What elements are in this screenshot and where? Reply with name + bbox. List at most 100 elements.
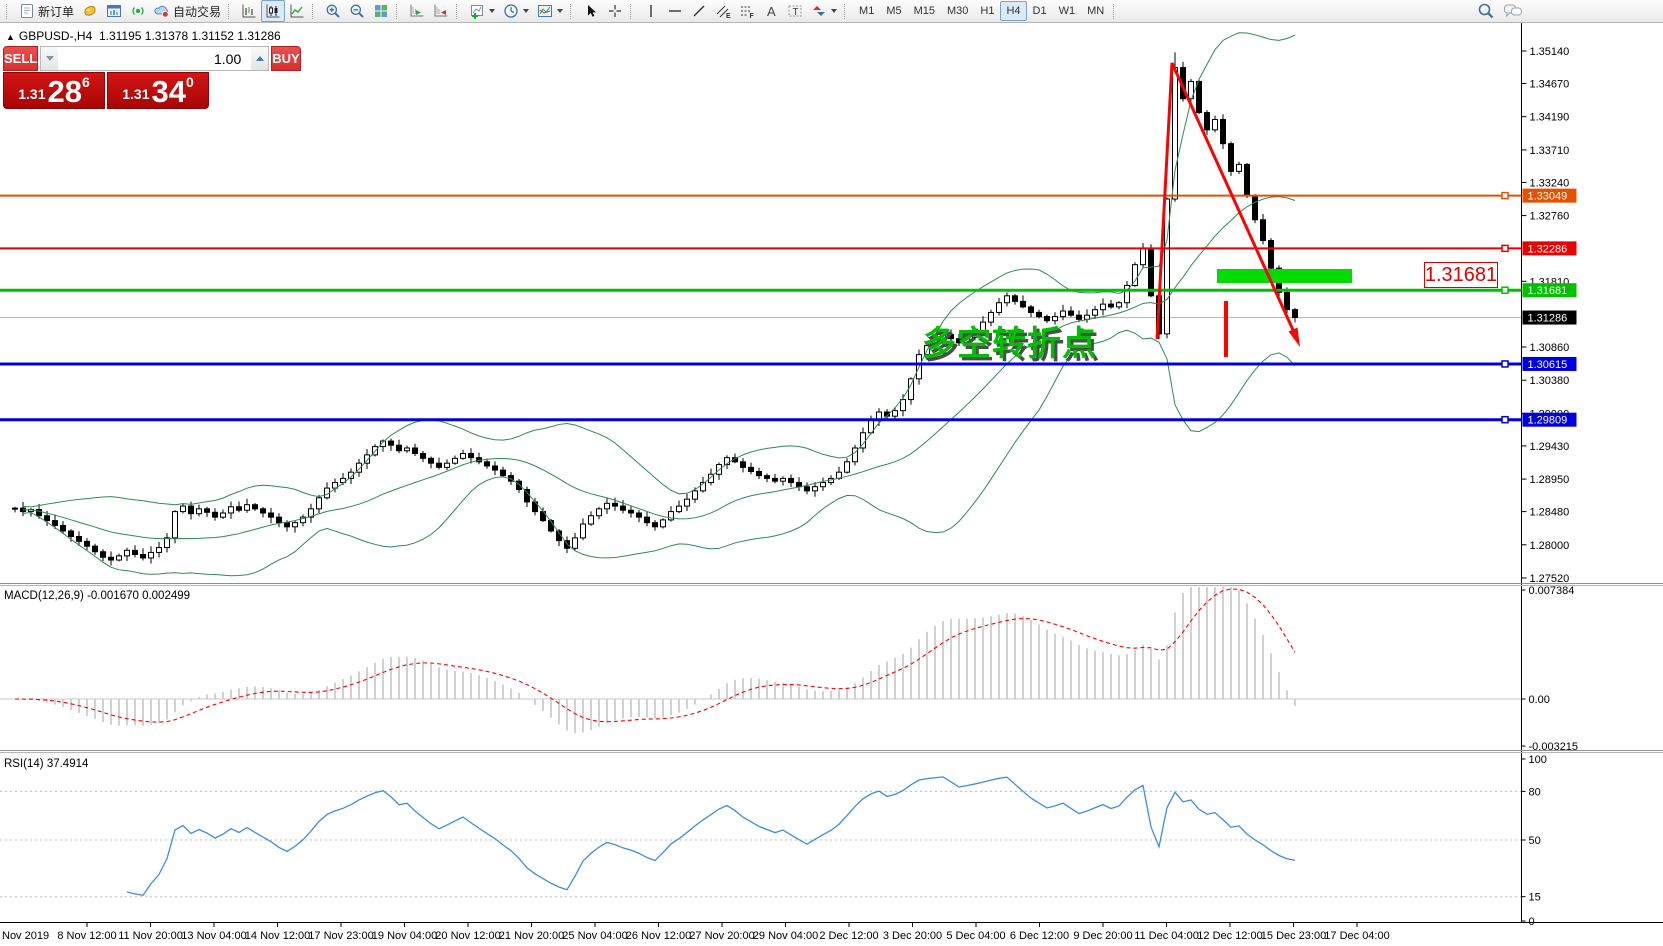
volume-input[interactable] bbox=[58, 47, 252, 70]
collapse-arrow-icon[interactable]: ▲ bbox=[6, 32, 15, 42]
terminal-button[interactable] bbox=[102, 0, 126, 22]
time-tick-label: 11 Nov 20:00 bbox=[118, 930, 183, 942]
candle-body bbox=[1284, 291, 1290, 311]
text-button[interactable]: A bbox=[759, 0, 783, 22]
autotrade-cloud-icon bbox=[154, 5, 169, 18]
sell-price-point: 6 bbox=[81, 74, 90, 90]
price-axis[interactable]: 1.35140 1.34670 1.34190 1.33710 1.33240 1.327… bbox=[1521, 23, 1579, 928]
timeframe-m1-button[interactable]: M1 bbox=[859, 5, 875, 17]
autotrade-button[interactable]: 自动交易 bbox=[150, 0, 225, 22]
candle-body bbox=[700, 482, 706, 492]
candle-body bbox=[500, 469, 506, 477]
candle-body bbox=[52, 520, 58, 526]
price-tick-label: 1.30380 bbox=[1530, 375, 1570, 387]
new-order-button[interactable]: 新订单 bbox=[15, 0, 78, 22]
hline-handle[interactable] bbox=[1501, 244, 1509, 253]
candle-body bbox=[300, 516, 306, 524]
trend-arrow-lines[interactable] bbox=[1155, 62, 1300, 342]
auto-scroll-icon bbox=[410, 4, 424, 17]
line-chart-button[interactable] bbox=[285, 0, 309, 22]
new-chart-button[interactable] bbox=[465, 0, 499, 22]
candle-body bbox=[428, 457, 434, 464]
timeframe-h1-button[interactable]: H1 bbox=[980, 5, 995, 17]
sell-price-pips: 28 bbox=[47, 74, 82, 109]
sell-price-display[interactable]: 1.31 28 6 bbox=[3, 72, 105, 109]
timeframe-m30-button[interactable]: M30 bbox=[947, 5, 969, 17]
timeframe-w1-button[interactable]: W1 bbox=[1058, 5, 1076, 17]
time-tick-label: 21 Nov 20:00 bbox=[499, 930, 564, 942]
equidistant-channel-button[interactable]: E bbox=[711, 0, 735, 22]
annotation-price-callout[interactable]: 1.31681 bbox=[1424, 262, 1498, 288]
dropdown-arrow-icon bbox=[557, 9, 564, 13]
buy-price-display[interactable]: 1.31 34 0 bbox=[107, 72, 209, 109]
cursor-icon bbox=[588, 5, 597, 17]
periods-button[interactable] bbox=[499, 0, 533, 22]
signals-button[interactable] bbox=[126, 0, 150, 22]
timeframe-mn-button[interactable]: MN bbox=[1087, 5, 1105, 17]
candlestick-chart-button[interactable] bbox=[261, 0, 286, 22]
hline-handle[interactable] bbox=[1501, 415, 1509, 424]
price-tick-label: 1.35140 bbox=[1530, 46, 1570, 58]
market-button[interactable] bbox=[78, 0, 102, 22]
candle-body bbox=[492, 465, 498, 471]
auto-scroll-button[interactable] bbox=[405, 0, 429, 22]
cursor-button[interactable] bbox=[579, 0, 603, 22]
fibonacci-button[interactable]: F bbox=[735, 0, 759, 22]
candle-body bbox=[1012, 295, 1018, 302]
timeframe-h4-button[interactable]: H4 bbox=[1000, 1, 1027, 21]
timeframe-d1-button[interactable]: D1 bbox=[1032, 5, 1047, 17]
trendline-button[interactable] bbox=[687, 0, 711, 22]
candle-body bbox=[1252, 195, 1258, 221]
sell-button[interactable]: SELL bbox=[3, 46, 39, 71]
tile-windows-button[interactable] bbox=[369, 0, 393, 22]
drawing-objects-layer bbox=[0, 62, 1522, 424]
volume-decrease-button[interactable] bbox=[41, 47, 59, 70]
rsi-tick-label: 15 bbox=[1529, 892, 1541, 904]
price-tick-label: 1.30860 bbox=[1530, 342, 1570, 354]
hline-handle[interactable] bbox=[1501, 360, 1509, 368]
zoom-out-button[interactable] bbox=[345, 0, 369, 22]
zoom-in-button[interactable] bbox=[321, 0, 345, 22]
timeframe-m5-button[interactable]: M5 bbox=[886, 5, 902, 17]
toolbar-drag-handle[interactable] bbox=[6, 3, 12, 19]
templates-button[interactable] bbox=[533, 0, 567, 22]
candle-body bbox=[988, 311, 994, 323]
rsi-label: RSI(14) 37.4914 bbox=[4, 758, 89, 770]
chart-shift-button[interactable] bbox=[429, 0, 453, 22]
chart-shift-icon bbox=[434, 4, 448, 17]
buy-price-handle: 1.31 bbox=[122, 86, 150, 102]
volume-increase-button[interactable] bbox=[251, 47, 269, 70]
candle-body bbox=[44, 515, 50, 522]
time-tick-label: 20 Nov 12:00 bbox=[435, 930, 500, 942]
annotation-turning-point[interactable]: 多空转折点 bbox=[922, 325, 1097, 363]
crosshair-button[interactable] bbox=[603, 0, 627, 22]
candle-body bbox=[468, 453, 474, 459]
bar-chart-button[interactable] bbox=[237, 0, 261, 22]
arrows-button[interactable] bbox=[807, 0, 841, 22]
candle-body bbox=[1196, 80, 1202, 114]
toolbar-separator bbox=[228, 3, 234, 19]
text-label-button[interactable]: T bbox=[783, 0, 807, 22]
chat-icon[interactable] bbox=[1503, 2, 1523, 20]
timeframe-m15-button[interactable]: M15 bbox=[913, 5, 935, 17]
axis-badge-1.29809-text: 1.29809 bbox=[1528, 415, 1568, 427]
main-toolbar: 新订单 自动交易 bbox=[0, 0, 1663, 23]
candle-body bbox=[76, 536, 82, 542]
horizontal-line-button[interactable] bbox=[663, 0, 687, 22]
candlestick-chart-icon bbox=[266, 4, 280, 18]
candle-body bbox=[1172, 67, 1178, 200]
buy-button[interactable]: BUY bbox=[271, 46, 301, 71]
candle-body bbox=[900, 399, 906, 412]
dropdown-arrow-icon bbox=[523, 9, 530, 13]
search-icon[interactable] bbox=[1477, 2, 1495, 20]
vertical-line-button[interactable] bbox=[639, 0, 663, 22]
annotation-green-zone[interactable] bbox=[1217, 269, 1352, 283]
candle-body bbox=[140, 553, 146, 559]
volume-control bbox=[40, 46, 270, 71]
hline-handle[interactable] bbox=[1501, 286, 1509, 294]
time-tick-label: 2 Dec 12:00 bbox=[819, 930, 878, 942]
price-chart-canvas[interactable]: MACD(12,26,9) -0.001670 0.002499 RSI(14)… bbox=[0, 23, 1663, 946]
hline-handle[interactable] bbox=[1501, 191, 1509, 200]
